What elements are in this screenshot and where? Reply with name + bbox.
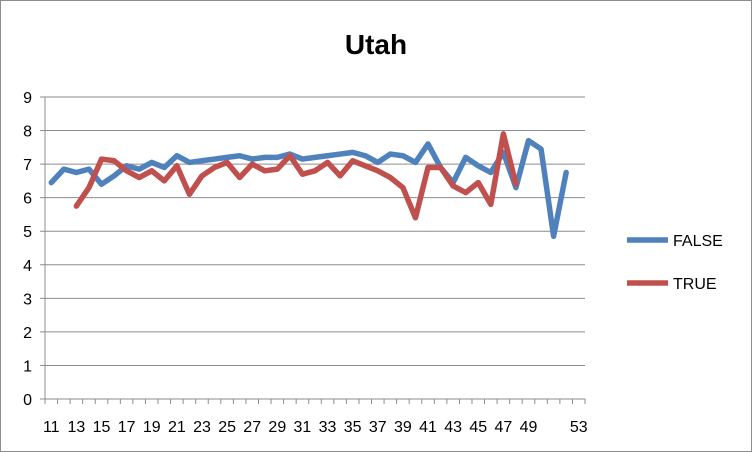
x-tick-label: 43 xyxy=(444,419,462,436)
legend-label-true: TRUE xyxy=(673,276,717,293)
x-axis-ticks: 11 13 15 17 19 21 23 25 27 29 31 33 35 37 39 41 43 45 47 49… xyxy=(43,419,588,436)
x-tick-label: 13 xyxy=(67,419,85,436)
x-tick-label: 23 xyxy=(193,419,211,436)
x-tick-label: 27 xyxy=(243,419,261,436)
x-tick-label: 33 xyxy=(319,419,337,436)
legend: FALSE TRUE xyxy=(627,233,723,293)
chart-title: Utah xyxy=(344,29,408,60)
x-tick-label: 35 xyxy=(344,419,362,436)
x-tick-label: 49 xyxy=(520,419,538,436)
y-tick-label: 8 xyxy=(23,124,32,141)
y-tick-label: 7 xyxy=(23,157,32,174)
x-tick-label: 39 xyxy=(394,419,412,436)
x-tick-label: 17 xyxy=(118,419,136,436)
y-tick-label: 3 xyxy=(23,291,32,308)
y-tick-label: 2 xyxy=(23,325,32,342)
axes xyxy=(40,96,586,404)
gridlines xyxy=(45,96,585,366)
x-tick-label: 25 xyxy=(218,419,236,436)
x-tick-label: 11 xyxy=(43,419,60,436)
series-lines xyxy=(48,131,569,240)
series-line-false xyxy=(48,137,569,240)
legend-label-false: FALSE xyxy=(673,233,723,250)
y-tick-label: 5 xyxy=(23,224,32,241)
series-line-true xyxy=(73,131,519,221)
y-tick-label: 9 xyxy=(23,90,32,107)
x-tick-label: 15 xyxy=(93,419,111,436)
x-tick-label: 29 xyxy=(268,419,286,436)
x-tick-label: 19 xyxy=(143,419,161,436)
y-tick-label: 0 xyxy=(23,392,32,409)
y-tick-label: 6 xyxy=(23,191,32,208)
x-tick-label: 53 xyxy=(570,419,588,436)
x-tick-label: 41 xyxy=(419,419,437,436)
x-tick-label: 45 xyxy=(469,419,487,436)
x-tick-label: 31 xyxy=(294,419,312,436)
x-tick-label: 37 xyxy=(369,419,387,436)
x-tick-label: 21 xyxy=(168,419,186,436)
x-tick-label: 47 xyxy=(494,419,512,436)
y-tick-label: 4 xyxy=(23,258,32,275)
y-axis-ticks: 0 1 2 3 4 5 6 7 8 9 xyxy=(23,90,32,409)
y-tick-label: 1 xyxy=(23,358,32,375)
